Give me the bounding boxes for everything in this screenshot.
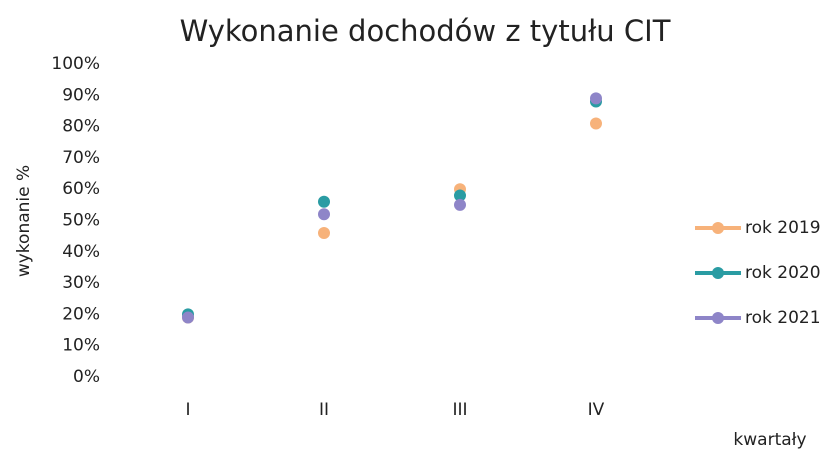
x-tick-label: II: [319, 400, 329, 420]
y-tick-label: 50%: [62, 211, 100, 231]
x-tick-label: IV: [588, 400, 605, 420]
legend-label: rok 2019: [745, 218, 821, 238]
y-tick-label: 10%: [62, 336, 100, 356]
legend-marker: [712, 312, 724, 324]
point: [318, 208, 330, 221]
point: [318, 195, 330, 208]
legend-marker: [712, 222, 724, 234]
x-tick-label: I: [185, 400, 190, 420]
y-tick-label: 100%: [51, 54, 100, 74]
chart-title: Wykonanie dochodów z tytułu CIT: [180, 14, 671, 48]
x-axis-label: kwartały: [733, 430, 806, 450]
y-tick-label: 40%: [62, 242, 100, 262]
x-tick-label: III: [452, 400, 467, 420]
point: [454, 198, 466, 211]
y-tick-label: 70%: [62, 148, 100, 168]
point: [590, 92, 602, 105]
legend-label: rok 2020: [745, 263, 821, 283]
y-tick-label: 20%: [62, 304, 100, 324]
point: [318, 227, 330, 240]
point: [454, 189, 466, 202]
legend-label: rok 2021: [745, 308, 821, 328]
y-axis-label: wykonanie %: [14, 165, 34, 277]
point: [590, 117, 602, 130]
legend-marker: [712, 267, 724, 279]
y-tick-label: 0%: [73, 367, 100, 387]
y-tick-label: 60%: [62, 179, 100, 199]
point: [182, 311, 194, 324]
y-tick-label: 30%: [62, 273, 100, 293]
y-tick-label: 90%: [62, 85, 100, 105]
y-tick-label: 80%: [62, 117, 100, 137]
